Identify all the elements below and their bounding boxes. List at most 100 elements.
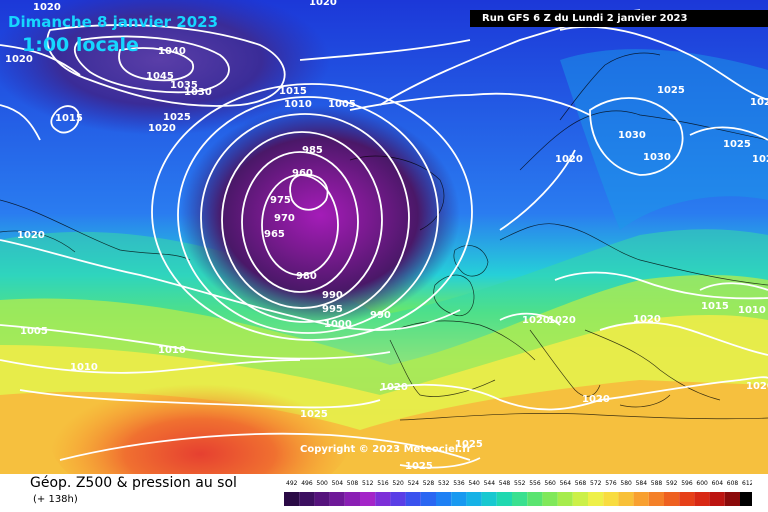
isobar-label: 1030 — [643, 152, 671, 163]
legend-value-label: 600 — [696, 480, 708, 487]
legend-value-label: 584 — [636, 480, 648, 487]
isobars — [0, 9, 768, 469]
isobar-label: 990 — [322, 290, 343, 301]
legend-swatch — [679, 492, 695, 506]
forecast-hours: (+ 138h) — [33, 494, 78, 505]
legend-value-label: 568 — [575, 480, 587, 487]
legend-swatch — [344, 492, 360, 506]
legend-value-label: 536 — [453, 480, 465, 487]
legend-swatch — [405, 492, 421, 506]
isobar-label: 1025 — [163, 112, 191, 123]
isobar-label: 1035 — [170, 80, 198, 91]
legend-swatch — [709, 492, 725, 506]
isobar-label: 970 — [274, 213, 295, 224]
legend-value-label: 532 — [438, 480, 450, 487]
legend-value-label: 592 — [666, 480, 678, 487]
product-title: Géop. Z500 & pression au sol — [30, 475, 237, 491]
legend-value-label: 560 — [544, 480, 556, 487]
legend-value-label: 608 — [727, 480, 739, 487]
legend-value-label: 576 — [605, 480, 617, 487]
isobar-label: 1010 — [70, 362, 98, 373]
isobar-label: 1030 — [184, 87, 212, 98]
isobar-label: 1020 — [522, 315, 550, 326]
legend-swatch — [360, 492, 376, 506]
legend-swatch — [420, 492, 436, 506]
legend-value-label: 524 — [408, 480, 420, 487]
isobar-label: 1025 — [300, 409, 328, 420]
isobar-label: 1040 — [158, 46, 186, 57]
isobar-label: 965 — [264, 229, 285, 240]
isobar-label: 1005 — [328, 99, 356, 110]
legend-value-label: 508 — [347, 480, 359, 487]
legend-value-label: 528 — [423, 480, 435, 487]
isobar-label: 1020 — [555, 154, 583, 165]
isobar-label: 1020 — [309, 0, 337, 8]
isobar-label: 1010 — [158, 345, 186, 356]
legend-swatch — [436, 492, 452, 506]
isobar-label: 985 — [302, 145, 323, 156]
legend-swatch — [664, 492, 680, 506]
isobar-label: 1045 — [146, 71, 174, 82]
isobar-label: 1015 — [55, 113, 83, 124]
isobar-label: 990 — [370, 310, 391, 321]
legend-value-label: 612 — [742, 480, 752, 487]
isobar-label: 1025 — [723, 139, 751, 150]
isobar-label: 1020 — [548, 315, 576, 326]
legend-value-label: 552 — [514, 480, 526, 487]
isobar-label: 1020 — [5, 54, 33, 65]
legend-swatch — [740, 492, 752, 506]
isobar-label: 980 — [296, 271, 317, 282]
isobar-label: 1020 — [148, 123, 176, 134]
isobar-label: 1020 — [582, 394, 610, 405]
legend-value-label: 500 — [316, 480, 328, 487]
legend-value-label: 540 — [468, 480, 480, 487]
legend-swatch — [618, 492, 634, 506]
legend-swatch — [481, 492, 497, 506]
legend-value-label: 588 — [651, 480, 663, 487]
legend-swatch — [603, 492, 619, 506]
legend-swatch — [694, 492, 710, 506]
legend-swatch — [375, 492, 391, 506]
legend-swatch — [557, 492, 573, 506]
isobar-label: 1020 — [633, 314, 661, 325]
isobar-label: 1020 — [380, 382, 408, 393]
isobar-label: 1020 — [33, 2, 61, 13]
legend-value-label: 572 — [590, 480, 602, 487]
isobar-label: 1020 — [750, 97, 768, 108]
isobar-label: 1015 — [279, 86, 307, 97]
legend-value-label: 496 — [301, 480, 313, 487]
copyright-notice: Copyright © 2023 Meteociel.fr — [300, 444, 472, 455]
map-canvas: 1020 1020 1040 1045 1035 1030 1020 1015 … — [0, 0, 768, 474]
isobar-label: 1005 — [20, 326, 48, 337]
isobar-labels: 1020 1020 1040 1045 1035 1030 1020 1015 … — [5, 0, 768, 472]
legend-swatch — [527, 492, 543, 506]
legend-swatch — [542, 492, 558, 506]
low-pressure-core — [180, 105, 460, 325]
legend-swatch — [572, 492, 588, 506]
legend-value-label: 564 — [560, 480, 572, 487]
isobar-label: 1015 — [701, 301, 729, 312]
legend-swatch — [390, 492, 406, 506]
legend-value-label: 548 — [499, 480, 511, 487]
legend-value-label: 520 — [392, 480, 404, 487]
isobar-label: 1025 — [455, 439, 483, 450]
isobar-label: 960 — [292, 168, 313, 179]
legend-value-label: 580 — [620, 480, 632, 487]
legend-value-label: 512 — [362, 480, 374, 487]
legend-value-label: 556 — [529, 480, 541, 487]
legend-swatch — [329, 492, 345, 506]
map-footer: Géop. Z500 & pression au sol (+ 138h) 49… — [0, 474, 768, 512]
isobar-label: 1010 — [284, 99, 312, 110]
legend-swatch — [633, 492, 649, 506]
legend-value-label: 516 — [377, 480, 389, 487]
isobar-label: 1030 — [618, 130, 646, 141]
isobar-label: 1010 — [738, 305, 766, 316]
legend-swatch — [496, 492, 512, 506]
isobar-label: 1025 — [405, 461, 433, 472]
legend-value-label: 604 — [712, 480, 724, 487]
legend-swatch — [648, 492, 664, 506]
legend-value-label: 544 — [484, 480, 496, 487]
isobar-label: 1020 — [746, 381, 768, 392]
legend-swatch — [451, 492, 467, 506]
legend-value-label: 596 — [681, 480, 693, 487]
